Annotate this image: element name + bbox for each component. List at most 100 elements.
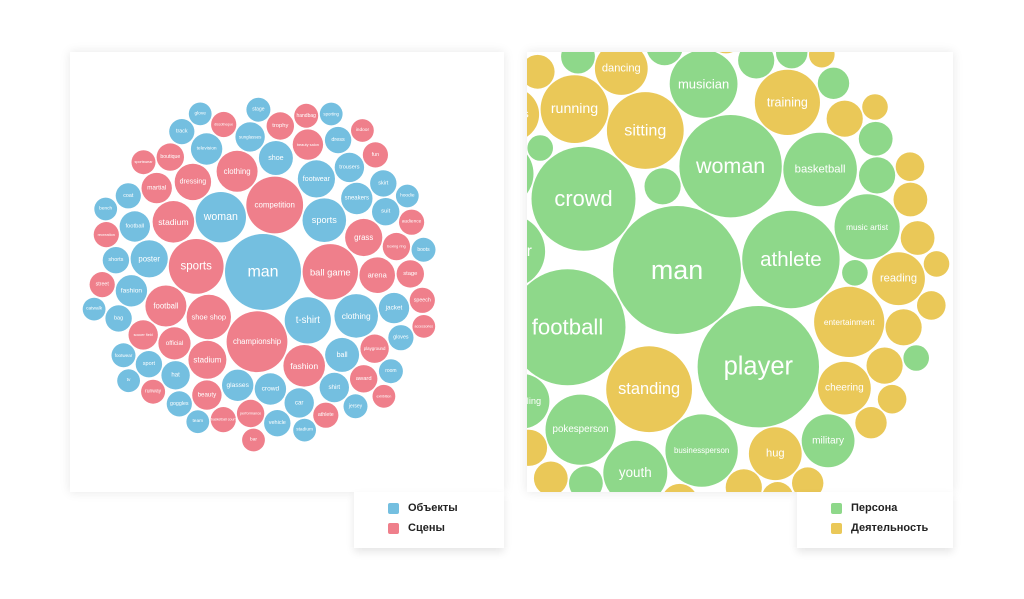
bubble-trousers-circle [334, 152, 365, 183]
bubble-sunglasses-label: sunglasses [239, 134, 262, 139]
bubble-training: training [754, 69, 820, 135]
bubble-sportswear: sportswear [131, 150, 156, 175]
bubble-stadium-label: stadium [296, 427, 313, 433]
bubble-stadium: stadium [152, 201, 195, 243]
bubble-sneakers-label: sneakers [345, 196, 369, 202]
bubble-speech-label: speech [414, 297, 431, 303]
legend-item-activity: Деятельность [831, 521, 928, 535]
bubble-unlabeled [895, 152, 925, 181]
bubble-sports: sports [168, 239, 224, 294]
bubble-unlabeled-circle [809, 52, 835, 68]
bubble-catwalk-circle [82, 297, 106, 321]
bubble-pokesperson-circle [545, 394, 616, 465]
bubble-vehicle-label: vehicle [269, 420, 286, 426]
bubble-businessperson: businessperson [665, 414, 738, 487]
bubble-audience: audience [399, 209, 425, 235]
bubble-hoodie: hoodie [395, 184, 419, 208]
bubble-sports-circle [302, 198, 347, 242]
bubble-unlabeled [762, 482, 793, 492]
bubble-shirt-label: shirt [328, 384, 340, 391]
bubble-grappling-label: grappling [527, 396, 541, 406]
bubble-glasses-label: glasses [227, 382, 250, 389]
bubble-room-circle [378, 359, 403, 384]
bubble-gloves: gloves [388, 325, 414, 351]
bubble-fashion-circle [115, 275, 148, 307]
bubble-trophy-circle [266, 112, 294, 140]
bubble-handbag-label: handbag [296, 113, 316, 119]
legend-label-activity: Деятельность [851, 522, 929, 534]
bubble-sporting-circle [319, 102, 343, 126]
bubble-clothing-label: clothing [342, 311, 371, 321]
bubble-fitness-circle [527, 92, 540, 137]
bubble-player-circle [697, 306, 819, 428]
bubble-boutique: boutique [156, 143, 184, 171]
bubble-crowd-label: crowd [554, 186, 612, 211]
bubble-unlabeled [527, 54, 555, 89]
bubble-exhibition-circle [372, 384, 396, 408]
bubble-unlabeled-circle [664, 483, 695, 492]
bubble-television: television [190, 133, 223, 165]
legend-swatch-objects [388, 502, 399, 514]
bubble-sports-circle [168, 239, 224, 294]
bubble-street-circle [89, 272, 115, 298]
bubble-hoodie-label: hoodie [400, 193, 415, 199]
bubble-sunglasses-circle [235, 122, 265, 152]
bubble-unlabeled [527, 135, 553, 161]
bubble-martial: martial [141, 172, 172, 204]
bubble-indoor-circle [351, 119, 374, 142]
bubble-youth-circle [603, 440, 668, 492]
bubble-hug: hug [748, 427, 802, 481]
bubble-unlabeled [644, 168, 681, 205]
bubble-standing-label: standing [618, 380, 680, 398]
bubble-unlabeled [826, 100, 863, 137]
bubble-reading-label: reading [880, 273, 917, 285]
bubble-competition-label: competition [255, 201, 295, 210]
bubble-unlabeled [725, 469, 762, 492]
bubble-unlabeled-circle [533, 461, 568, 492]
bubble-unlabeled [738, 52, 775, 79]
bubble-vehicle: vehicle [264, 410, 291, 437]
bubble-unlabeled [862, 94, 888, 120]
bubble-fun-label: fun [372, 152, 379, 158]
bubble-man-circle [225, 234, 301, 310]
bubble-glove-label: glove [194, 110, 206, 116]
bubble-coat: coat [115, 183, 141, 209]
bubble-jacket: jacket [378, 292, 410, 324]
bubble-glasses-circle [222, 369, 254, 401]
bubble-basketball-label: basketball [795, 164, 846, 176]
bubble-toddler-label: toddler [527, 243, 532, 260]
bubble-playground-circle [360, 334, 389, 363]
bubble-runway-circle [141, 379, 166, 404]
bubble-hug-label: hug [766, 448, 785, 460]
bubble-unlabeled [776, 52, 808, 69]
bubble-unlabeled [809, 52, 835, 68]
bubble-unlabeled [817, 67, 850, 99]
bubble-unlabeled-circle [866, 347, 903, 384]
bubble-official: official [158, 327, 191, 360]
bubble-unlabeled-circle [644, 168, 681, 205]
legend-item-objects: Объекты [388, 501, 458, 515]
bubble-soccer-field: soccer field [128, 320, 158, 350]
legend-person-activity: Персона Деятельность [797, 492, 953, 548]
bubble-dancing-circle [594, 52, 648, 95]
bubble-unlabeled-circle [817, 67, 850, 99]
bubble-discotheque-label: discotheque [214, 123, 233, 127]
bubble-beauty-salon-circle [292, 129, 324, 160]
bubble-jacket-circle [378, 292, 410, 324]
bubble-grappling-circle [527, 374, 550, 428]
bubble-unlabeled-circle [917, 291, 946, 320]
bubble-stage-label: stage [252, 107, 264, 113]
bubble-bar-circle [242, 428, 265, 452]
bubble-clothing: clothing [334, 294, 379, 338]
bubble-crowd: crowd [531, 146, 636, 251]
bubble-ball-game: ball game [302, 244, 358, 300]
bubble-footwear-circle [111, 343, 136, 368]
bubble-glove-circle [188, 102, 212, 126]
bubble-music-artist: music artist [834, 194, 900, 260]
bubble-man-label: man [651, 255, 703, 285]
bubble-footwear: footwear [111, 343, 136, 368]
bubble-unlabeled-circle [893, 182, 928, 217]
bubble-unlabeled-circle [826, 100, 863, 137]
bubble-beauty: beauty [192, 380, 222, 410]
bubble-stadium: stadium [293, 418, 316, 442]
